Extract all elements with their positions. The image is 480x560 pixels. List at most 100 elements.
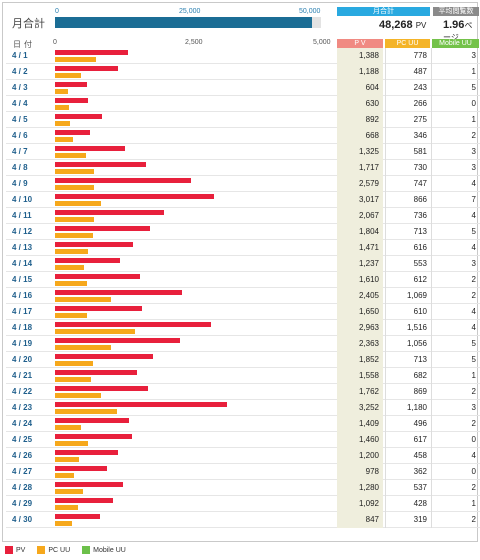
pc-uu-value: 581 bbox=[385, 144, 431, 160]
pv-bar bbox=[55, 98, 89, 103]
pc-uu-value: 458 bbox=[385, 448, 431, 464]
report-panel: 月合計 0 25,000 50,000 月合計 平均閲覧数 48,268 PV … bbox=[2, 2, 480, 542]
mobile-uu-value: 4 bbox=[431, 320, 479, 336]
pv-bar bbox=[55, 146, 125, 151]
pv-bar bbox=[55, 162, 146, 167]
mobile-uu-value: 5 bbox=[431, 80, 479, 96]
daily-rows: 4 / 1 1,388 778 3 4 / 2 1,188 487 1 4 / 3 604 243 5… bbox=[6, 48, 480, 528]
table-row: 4 / 1 1,388 778 3 bbox=[6, 48, 480, 64]
table-row: 4 / 3 604 243 5 bbox=[6, 80, 480, 96]
pv-value: 1,717 bbox=[337, 160, 383, 176]
pv-value: 1,804 bbox=[337, 224, 383, 240]
pv-bar bbox=[55, 418, 130, 423]
pc-uu-value: 747 bbox=[385, 176, 431, 192]
table-row: 4 / 14 1,237 553 3 bbox=[6, 256, 480, 272]
date-label: 4 / 13 bbox=[12, 243, 33, 252]
date-label: 4 / 3 bbox=[12, 83, 28, 92]
mobile-uu-value: 3 bbox=[431, 256, 479, 272]
pc-uu-value: 617 bbox=[385, 432, 431, 448]
date-label: 4 / 8 bbox=[12, 163, 28, 172]
legend-swatch bbox=[5, 546, 13, 554]
pv-value: 1,325 bbox=[337, 144, 383, 160]
pc-uu-bar bbox=[55, 505, 78, 510]
pv-value: 1,409 bbox=[337, 416, 383, 432]
pc-uu-value: 1,056 bbox=[385, 336, 431, 352]
table-row: 4 / 22 1,762 869 2 bbox=[6, 384, 480, 400]
table-row: 4 / 26 1,200 458 4 bbox=[6, 448, 480, 464]
pc-uu-bar bbox=[55, 153, 86, 158]
pc-uu-bar bbox=[55, 137, 74, 142]
mobile-uu-value: 1 bbox=[431, 112, 479, 128]
pv-value: 1,852 bbox=[337, 352, 383, 368]
pv-bar bbox=[55, 290, 182, 295]
pv-bar bbox=[55, 370, 138, 375]
pv-bar bbox=[55, 274, 140, 279]
pv-bar bbox=[55, 354, 153, 359]
pv-bar bbox=[55, 482, 123, 487]
pv-bar bbox=[55, 66, 118, 71]
pc-uu-value: 736 bbox=[385, 208, 431, 224]
pv-value: 978 bbox=[337, 464, 383, 480]
pc-uu-bar bbox=[55, 521, 72, 526]
table-row: 4 / 2 1,188 487 1 bbox=[6, 64, 480, 80]
date-column-header: 日付 bbox=[13, 40, 35, 49]
total-header: 月合計 bbox=[337, 7, 430, 16]
date-label: 4 / 9 bbox=[12, 179, 28, 188]
pc-uu-bar bbox=[55, 57, 97, 62]
pc-uu-bar bbox=[55, 457, 80, 462]
pc-uu-bar bbox=[55, 265, 85, 270]
date-label: 4 / 10 bbox=[12, 195, 33, 204]
date-label: 4 / 17 bbox=[12, 307, 33, 316]
pc-uu-value: 487 bbox=[385, 64, 431, 80]
legend-label: PC UU bbox=[48, 546, 71, 554]
pv-value: 1,388 bbox=[337, 48, 383, 64]
mobile-uu-value: 2 bbox=[431, 272, 479, 288]
pc-uu-value: 713 bbox=[385, 352, 431, 368]
pc-uu-bar bbox=[55, 249, 88, 254]
pv-value: 892 bbox=[337, 112, 383, 128]
table-row: 4 / 29 1,092 428 1 bbox=[6, 496, 480, 512]
pc-uu-value: 275 bbox=[385, 112, 431, 128]
pc-uu-bar bbox=[55, 281, 88, 286]
date-label: 4 / 2 bbox=[12, 67, 28, 76]
legend-label: Mobile UU bbox=[93, 546, 126, 554]
table-row: 4 / 19 2,363 1,056 5 bbox=[6, 336, 480, 352]
pv-value: 3,017 bbox=[337, 192, 383, 208]
pv-value: 847 bbox=[337, 512, 383, 528]
top-scale-tick: 0 bbox=[55, 8, 59, 15]
table-row: 4 / 12 1,804 713 5 bbox=[6, 224, 480, 240]
date-label: 4 / 20 bbox=[12, 355, 33, 364]
pv-bar bbox=[55, 306, 143, 311]
date-label: 4 / 15 bbox=[12, 275, 33, 284]
mobile-uu-value: 4 bbox=[431, 448, 479, 464]
pv-bar bbox=[55, 194, 215, 199]
pv-value: 3,252 bbox=[337, 400, 383, 416]
pc-uu-value: 537 bbox=[385, 480, 431, 496]
date-label: 4 / 12 bbox=[12, 227, 33, 236]
pc-uu-bar bbox=[55, 425, 82, 430]
pc-uu-value: 1,069 bbox=[385, 288, 431, 304]
pc-uu-value: 616 bbox=[385, 240, 431, 256]
table-row: 4 / 10 3,017 866 7 bbox=[6, 192, 480, 208]
pc-uu-value: 610 bbox=[385, 304, 431, 320]
month-total-label: 月合計 bbox=[12, 18, 45, 30]
pv-bar bbox=[55, 402, 227, 407]
date-label: 4 / 1 bbox=[12, 51, 28, 60]
pc-uu-value: 730 bbox=[385, 160, 431, 176]
mobile-uu-value: 2 bbox=[431, 384, 479, 400]
mobile-uu-value: 4 bbox=[431, 176, 479, 192]
pv-value: 1,237 bbox=[337, 256, 383, 272]
date-label: 4 / 6 bbox=[12, 131, 28, 140]
pv-value: 668 bbox=[337, 128, 383, 144]
table-row: 4 / 4 630 266 0 bbox=[6, 96, 480, 112]
table-row: 4 / 21 1,558 682 1 bbox=[6, 368, 480, 384]
pc-uu-bar bbox=[55, 313, 88, 318]
date-label: 4 / 30 bbox=[12, 515, 33, 524]
average-value: 1.96ページ bbox=[443, 19, 473, 42]
pv-value: 1,460 bbox=[337, 432, 383, 448]
date-label: 4 / 4 bbox=[12, 99, 28, 108]
pc-uu-value: 866 bbox=[385, 192, 431, 208]
table-row: 4 / 5 892 275 1 bbox=[6, 112, 480, 128]
pv-bar bbox=[55, 434, 133, 439]
pc-uu-bar bbox=[55, 201, 101, 206]
